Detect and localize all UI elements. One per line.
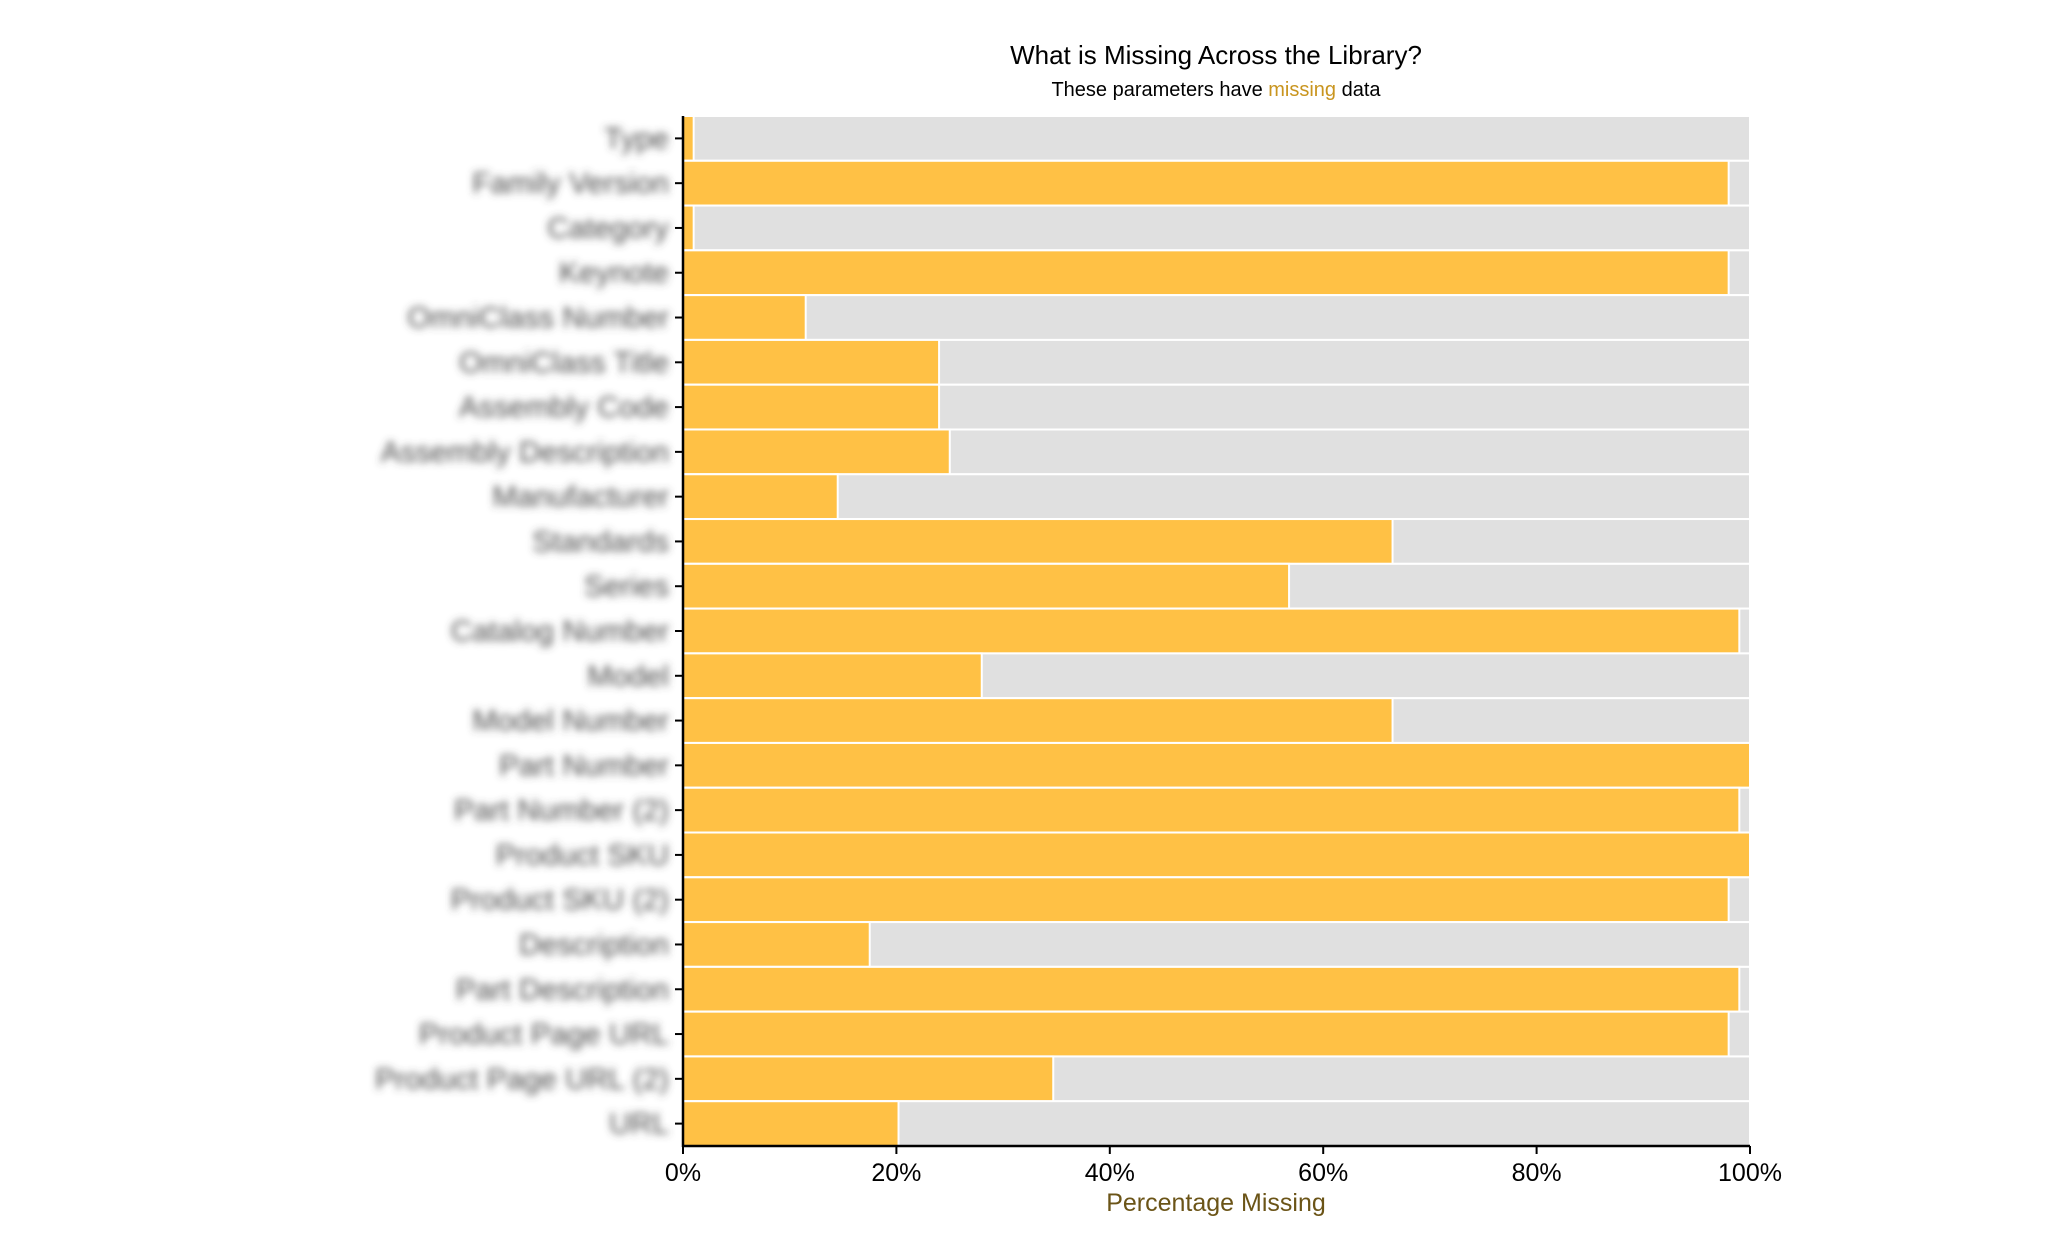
subtitle-prefix: These parameters have [1051, 79, 1268, 101]
subtitle-suffix: data [1336, 79, 1381, 101]
bar-missing [682, 294, 807, 341]
bar-missing [682, 741, 1751, 789]
bar-missing [682, 1010, 1730, 1058]
bar-background [682, 204, 1751, 252]
x-tick-label: 0% [665, 1159, 701, 1187]
x-tick-label: 100% [1718, 1159, 1782, 1187]
y-tick-label: Part Description [456, 973, 669, 1006]
y-tick-label: Catalog Number [451, 615, 669, 648]
bar-background [682, 473, 1751, 521]
x-axis: 0% 20% 40% 60% 80% 100% [665, 1144, 1782, 1187]
bar-missing [682, 1055, 1055, 1103]
y-tick-label: Description [519, 928, 669, 961]
bar-missing [682, 562, 1291, 610]
bar-missing [682, 249, 1730, 297]
bar-missing [682, 115, 695, 162]
y-tick-label: Part Number (2) [454, 794, 669, 827]
bar-missing [682, 518, 1394, 565]
y-tick-label: Family Version [472, 167, 669, 200]
y-tick-label: Keynote [559, 257, 669, 290]
y-tick-label: URL [609, 1108, 669, 1141]
bar-missing [682, 831, 1751, 879]
x-tick-label: 20% [871, 1159, 921, 1187]
y-tick-label: Series [584, 570, 669, 603]
y-tick-label: Assembly Code [459, 391, 669, 424]
bar-missing [682, 876, 1730, 924]
y-tick-label: OmniClass Title [459, 346, 669, 379]
bar-missing [682, 965, 1741, 1013]
x-tick-label: 80% [1512, 1159, 1562, 1187]
bar-missing [682, 473, 839, 521]
bars-group [682, 115, 1751, 1148]
bar-missing [682, 921, 871, 968]
x-tick-label: 40% [1085, 1159, 1135, 1187]
bar-missing [682, 1100, 900, 1148]
y-tick-label: Model Number [472, 705, 669, 738]
bar-missing [682, 159, 1730, 207]
bar-missing [682, 652, 983, 700]
y-tick-label: Assembly Description [381, 436, 669, 469]
y-tick-label: Standards [532, 525, 669, 558]
y-axis: Type Family Version Category Keynote OmniCla… [375, 116, 685, 1147]
y-tick-label: Type [604, 122, 669, 155]
bar-missing [682, 697, 1394, 744]
y-tick-label: OmniClass Number [407, 302, 669, 335]
y-tick-label: Part Number [499, 749, 669, 782]
chart-subtitle: These parameters have missing data [1051, 79, 1381, 101]
bar-missing [682, 338, 941, 386]
bar-missing [682, 428, 951, 476]
y-tick-label: Manufacturer [492, 481, 669, 514]
y-tick-label: Category [547, 212, 669, 245]
bar-background [682, 294, 1751, 341]
subtitle-highlight: missing [1268, 79, 1336, 101]
bar-background [682, 115, 1751, 162]
y-tick-label: Product SKU (2) [451, 884, 669, 917]
chart-title: What is Missing Across the Library? [1010, 40, 1422, 70]
y-tick-label: Product Page URL (2) [375, 1063, 669, 1096]
x-axis-label: Percentage Missing [1106, 1189, 1326, 1217]
bar-missing [682, 204, 695, 252]
y-tick-label: Product Page URL [419, 1018, 669, 1051]
y-tick-label: Product SKU [496, 839, 669, 872]
y-tick-label: Model [587, 660, 669, 693]
bar-missing [682, 383, 941, 431]
x-tick-label: 60% [1298, 1159, 1348, 1187]
bar-missing [682, 786, 1741, 834]
bar-missing [682, 607, 1741, 655]
